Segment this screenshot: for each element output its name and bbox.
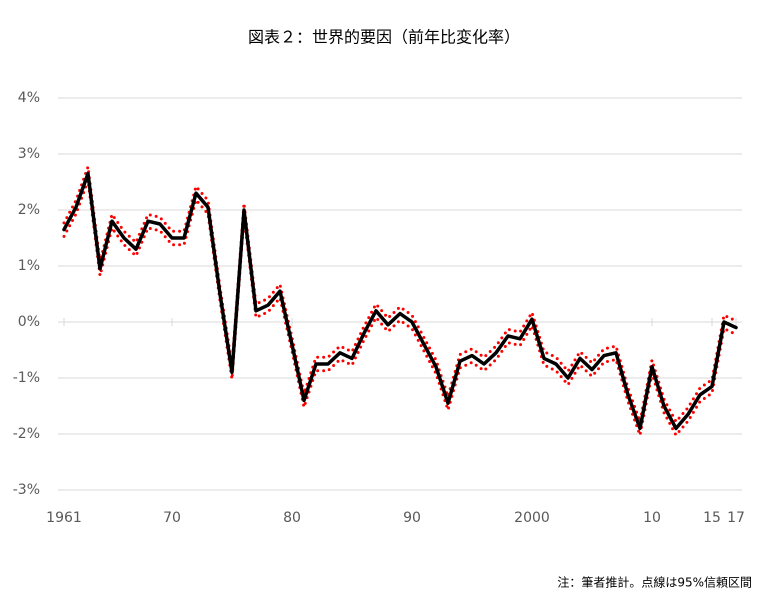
- y-tick-label: 1%: [18, 258, 40, 274]
- x-tick-label: 2000: [514, 510, 550, 526]
- y-tick-label: 2%: [18, 202, 40, 218]
- x-tick-label: 17: [727, 510, 745, 526]
- chart-title: 図表２：世界的要因（前年比変化率）: [248, 28, 520, 47]
- y-tick-label: 3%: [18, 146, 40, 162]
- note: 注：筆者推計。点線は95%信頼区間: [557, 575, 752, 590]
- y-tick-label: -1%: [13, 370, 40, 386]
- x-tick-label: 80: [283, 510, 301, 526]
- x-tick-label: 10: [643, 510, 661, 526]
- y-tick-label: -2%: [13, 426, 40, 442]
- y-tick-label: 4%: [18, 90, 40, 106]
- ci-line: [62, 178, 738, 437]
- x-tick-label: 90: [403, 510, 421, 526]
- estimate-line: [62, 171, 738, 431]
- x-tick-label: 15: [703, 510, 721, 526]
- x-tick-label: 70: [163, 510, 181, 526]
- y-tick-label: 0%: [18, 314, 40, 330]
- ci-line: [62, 165, 738, 424]
- y-tick-label: -3%: [13, 482, 40, 498]
- x-tick-label: 1961: [46, 510, 82, 526]
